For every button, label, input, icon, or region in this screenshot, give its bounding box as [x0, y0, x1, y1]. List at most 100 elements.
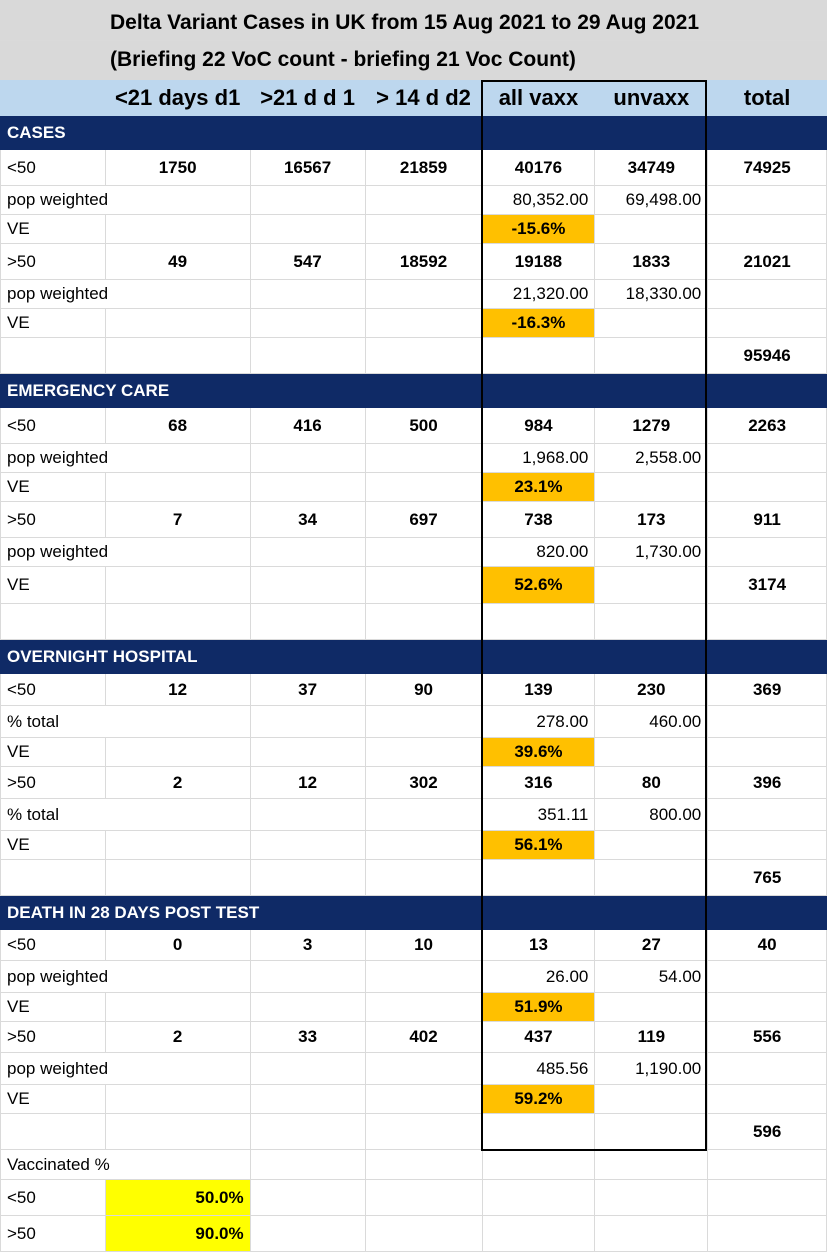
header-lt21-d1: <21 days d1: [104, 80, 251, 116]
value-gt14-d2: 402: [364, 1021, 483, 1053]
blank: [594, 337, 709, 374]
blank: [364, 960, 483, 993]
blank: [249, 185, 366, 215]
blank: [249, 279, 366, 309]
total-row: 596: [0, 1113, 827, 1150]
blank: [104, 830, 251, 860]
blank: [249, 337, 366, 374]
weighted-all-vaxx: 278.00: [481, 705, 596, 738]
value-lt21-d1: 0: [104, 929, 251, 961]
blank: [594, 1084, 709, 1114]
weighted-all-vaxx: 80,352.00: [481, 185, 596, 215]
blank: [249, 214, 366, 244]
value-gt21-d1: 3: [249, 929, 366, 961]
ve-value: 59.2%: [481, 1084, 596, 1114]
value-lt21-d1: 2: [104, 1021, 251, 1053]
data-row: <50 1750 16567 21859 40176 34749 74925: [0, 149, 827, 186]
weighted-label: % total: [0, 798, 251, 831]
total-row: [0, 603, 827, 640]
age-group-label: <50: [0, 407, 106, 444]
value-all-vaxx: 984: [481, 407, 596, 444]
blank: [594, 737, 709, 767]
blank: [249, 1179, 366, 1216]
weighted-row: pop weighted 21,320.00 18,330.00: [0, 279, 827, 309]
age-group-label: >50: [0, 766, 106, 799]
weighted-all-vaxx: 351.11: [481, 798, 596, 831]
blank: [104, 214, 251, 244]
blank: [364, 308, 483, 338]
blank: [104, 603, 251, 640]
value-gt14-d2: 10: [364, 929, 483, 961]
value-all-vaxx: 40176: [481, 149, 596, 186]
blank: [481, 859, 596, 896]
section-total: [707, 1084, 827, 1114]
section-header-row: OVERNIGHT HOSPITAL: [0, 639, 827, 674]
blank: [249, 1149, 366, 1180]
section-title: DEATH IN 28 DAYS POST TEST: [0, 895, 827, 930]
value-gt21-d1: 37: [249, 673, 366, 706]
weighted-unvaxx: 800.00: [594, 798, 709, 831]
blank: [249, 472, 366, 502]
blank: [707, 798, 827, 831]
total-row: 765: [0, 859, 827, 896]
value-gt14-d2: 21859: [364, 149, 483, 186]
blank: [707, 185, 827, 215]
blank: [249, 566, 366, 604]
blank: [364, 1113, 483, 1150]
weighted-unvaxx: 69,498.00: [594, 185, 709, 215]
section-header-row: DEATH IN 28 DAYS POST TEST: [0, 895, 827, 930]
blank: [707, 1215, 827, 1252]
value-lt21-d1: 1750: [104, 149, 251, 186]
value-all-vaxx: 316: [481, 766, 596, 799]
header-total: total: [707, 80, 827, 116]
blank: [0, 337, 106, 374]
value-lt21-d1: 49: [104, 243, 251, 280]
total-row: 95946: [0, 337, 827, 374]
blank: [707, 1052, 827, 1085]
blank: [364, 798, 483, 831]
blank: [481, 1179, 596, 1216]
weighted-row: pop weighted 1,968.00 2,558.00: [0, 443, 827, 473]
age-group-label: <50: [0, 149, 106, 186]
blank: [0, 1113, 106, 1150]
section-total: [707, 308, 827, 338]
blank: [594, 1113, 709, 1150]
weighted-all-vaxx: 26.00: [481, 960, 596, 993]
vaccinated-age-label: >50: [0, 1215, 106, 1252]
data-row: <50 0 3 10 13 27 40: [0, 929, 827, 961]
blank: [364, 1215, 483, 1252]
title-row-divider: [0, 40, 827, 41]
blank: [364, 1179, 483, 1216]
blank: [707, 443, 827, 473]
blank: [364, 830, 483, 860]
ve-label: VE: [0, 992, 106, 1022]
ve-row: VE -15.6%: [0, 214, 827, 244]
blank: [364, 859, 483, 896]
ve-row: VE 51.9%: [0, 992, 827, 1022]
blank: [104, 859, 251, 896]
blank: [364, 1084, 483, 1114]
blank: [249, 960, 366, 993]
ve-row: VE 52.6% 3174: [0, 566, 827, 604]
blank: [104, 566, 251, 604]
blank: [364, 992, 483, 1022]
value-lt21-d1: 12: [104, 673, 251, 706]
spreadsheet-table: <21 days d1 >21 d d 1 > 14 d d2 all vaxx unv…: [0, 80, 827, 1252]
section-total: [707, 737, 827, 767]
blank: [481, 1149, 596, 1180]
blank: [594, 859, 709, 896]
blank: [594, 472, 709, 502]
blank: [104, 1113, 251, 1150]
value-gt14-d2: 500: [364, 407, 483, 444]
header-unvaxx: unvaxx: [594, 80, 709, 116]
weighted-label: pop weighted: [0, 443, 251, 473]
blank: [594, 603, 709, 640]
value-unvaxx: 80: [594, 766, 709, 799]
value-all-vaxx: 738: [481, 501, 596, 538]
title-line-1: Delta Variant Cases in UK from 15 Aug 20…: [110, 11, 699, 34]
blank: [0, 859, 106, 896]
value-total: 2263: [707, 407, 827, 444]
blank: [594, 1149, 709, 1180]
value-lt21-d1: 68: [104, 407, 251, 444]
blank: [104, 337, 251, 374]
